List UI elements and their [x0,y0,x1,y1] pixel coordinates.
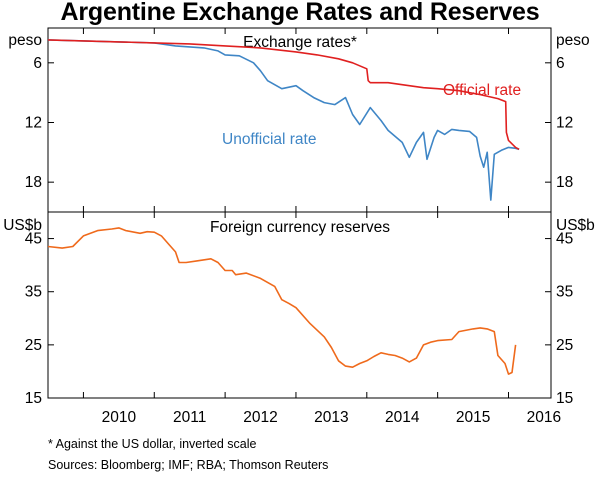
exchange-panel-title: Exchange rates* [243,34,357,51]
reserves-series-lines [47,227,517,375]
0-tick-label-right: 12 [556,114,573,131]
reserves-panel-frame [47,211,552,399]
1-tick-label-right: 15 [556,390,573,407]
x-tick-label: 2016 [527,409,561,426]
reserves-right-axis-label: US$b [556,217,595,234]
1-tick-label-right: 35 [556,284,573,301]
x-tick-label: 2012 [243,409,277,426]
1-tick-label-left: 45 [25,231,42,248]
0-tick-label-left: 18 [25,174,42,191]
1-tick-label-left: 25 [25,337,42,354]
exchange-axis-ticks: 6 6 12 12 18 18 [25,55,574,191]
official-rate-line [47,39,520,151]
reserves-panel-title: Foreign currency reserves [210,219,390,236]
1-tick-label-left: 35 [25,284,42,301]
sources-note: Sources: Bloomberg; IMF; RBA; Thomson Re… [48,458,329,472]
reserves-left-axis-label: US$b [3,217,42,234]
x-tick-label: 2014 [385,409,420,426]
x-tick-label: 2015 [456,409,490,426]
official-rate-annotation: Official rate [443,82,521,99]
1-tick-label-left: 15 [25,390,42,407]
reserves-axis-ticks: 15 15 25 25 35 35 45 45 [25,231,574,407]
exchange-series-lines [47,39,520,201]
1-tick-label-right: 45 [556,231,573,248]
unofficial-rate-line [47,39,520,201]
0-tick-label-right: 18 [556,174,573,191]
foreign-currency-reserves-line [47,227,517,375]
x-tick-label: 2013 [314,409,348,426]
exchange-right-axis-label: peso [556,32,590,49]
footnote: * Against the US dollar, inverted scale [48,437,257,451]
x-tick-label: 2011 [173,409,206,426]
unofficial-rate-annotation: Unofficial rate [222,131,316,148]
exchange-panel-frame [47,27,552,213]
x-axis: 2010 2011 2012 2013 2014 2015 2016 [82,28,561,426]
0-tick-label-left: 6 [33,55,42,72]
exchange-left-axis-label: peso [8,32,42,49]
1-tick-label-right: 25 [556,337,573,354]
0-tick-label-right: 6 [556,55,565,72]
chart-title: Argentine Exchange Rates and Reserves [60,0,540,26]
0-tick-label-left: 12 [25,114,42,131]
x-tick-label: 2010 [102,409,137,426]
